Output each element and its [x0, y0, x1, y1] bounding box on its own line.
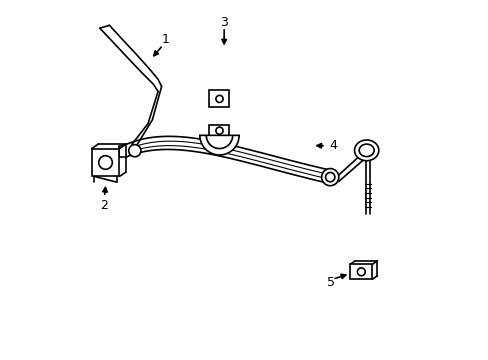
- Ellipse shape: [354, 140, 378, 161]
- Text: 4: 4: [328, 139, 336, 152]
- Bar: [209, 90, 229, 108]
- Text: 3: 3: [220, 15, 227, 28]
- Circle shape: [216, 127, 223, 134]
- Circle shape: [321, 168, 338, 186]
- Circle shape: [325, 172, 334, 182]
- Ellipse shape: [358, 144, 373, 157]
- Bar: [349, 264, 372, 279]
- Circle shape: [357, 268, 365, 276]
- Text: 1: 1: [161, 33, 169, 46]
- Circle shape: [128, 145, 141, 157]
- Text: 2: 2: [101, 199, 108, 212]
- Circle shape: [216, 95, 223, 103]
- Text: 5: 5: [326, 276, 334, 289]
- Bar: [209, 125, 229, 136]
- Circle shape: [99, 156, 112, 169]
- Bar: [91, 149, 119, 176]
- Wedge shape: [200, 135, 239, 155]
